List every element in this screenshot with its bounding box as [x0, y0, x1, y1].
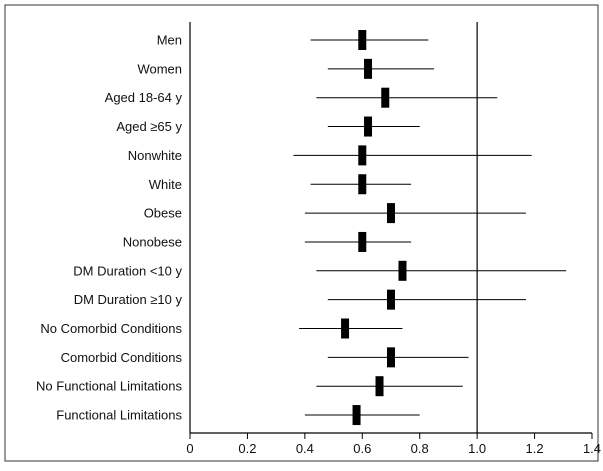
- estimate-marker: [387, 203, 395, 224]
- estimate-marker: [358, 30, 367, 50]
- x-tick-label: 0.2: [238, 441, 256, 456]
- estimate-marker: [375, 376, 384, 397]
- estimate-marker: [358, 145, 367, 166]
- category-label: DM Duration <10 y: [73, 263, 182, 278]
- estimate-marker: [358, 231, 367, 252]
- plot-frame: [4, 4, 599, 462]
- estimate-marker: [381, 87, 390, 108]
- category-label: DM Duration ≥10 y: [74, 292, 183, 307]
- estimate-marker: [358, 174, 367, 195]
- category-label: Comorbid Conditions: [61, 350, 183, 365]
- x-tick-label: 0.8: [411, 441, 429, 456]
- estimate-marker: [341, 318, 350, 339]
- category-label: White: [149, 177, 182, 192]
- category-label: No Functional Limitations: [36, 379, 182, 394]
- x-tick-label: 1.0: [468, 441, 486, 456]
- x-tick-label: 0.6: [353, 441, 371, 456]
- x-tick-label: 0: [186, 441, 193, 456]
- category-label: Men: [157, 33, 182, 48]
- estimate-marker: [387, 347, 395, 368]
- estimate-marker: [364, 58, 373, 79]
- category-label: Obese: [144, 206, 182, 221]
- category-label: Nonwhite: [128, 148, 182, 163]
- estimate-marker: [387, 289, 395, 310]
- estimate-marker: [398, 260, 407, 281]
- estimate-marker: [352, 405, 361, 426]
- category-label: Women: [137, 61, 182, 76]
- category-label: Aged 18-64 y: [105, 90, 183, 105]
- category-label: Aged ≥65 y: [116, 119, 182, 134]
- x-tick-label: 0.4: [296, 441, 314, 456]
- estimate-marker: [364, 116, 373, 137]
- x-tick-label: 1.2: [526, 441, 544, 456]
- x-tick-label: 1.4: [583, 441, 601, 456]
- category-label: No Comorbid Conditions: [40, 321, 182, 336]
- category-label: Nonobese: [123, 234, 182, 249]
- category-label: Functional Limitations: [56, 408, 182, 423]
